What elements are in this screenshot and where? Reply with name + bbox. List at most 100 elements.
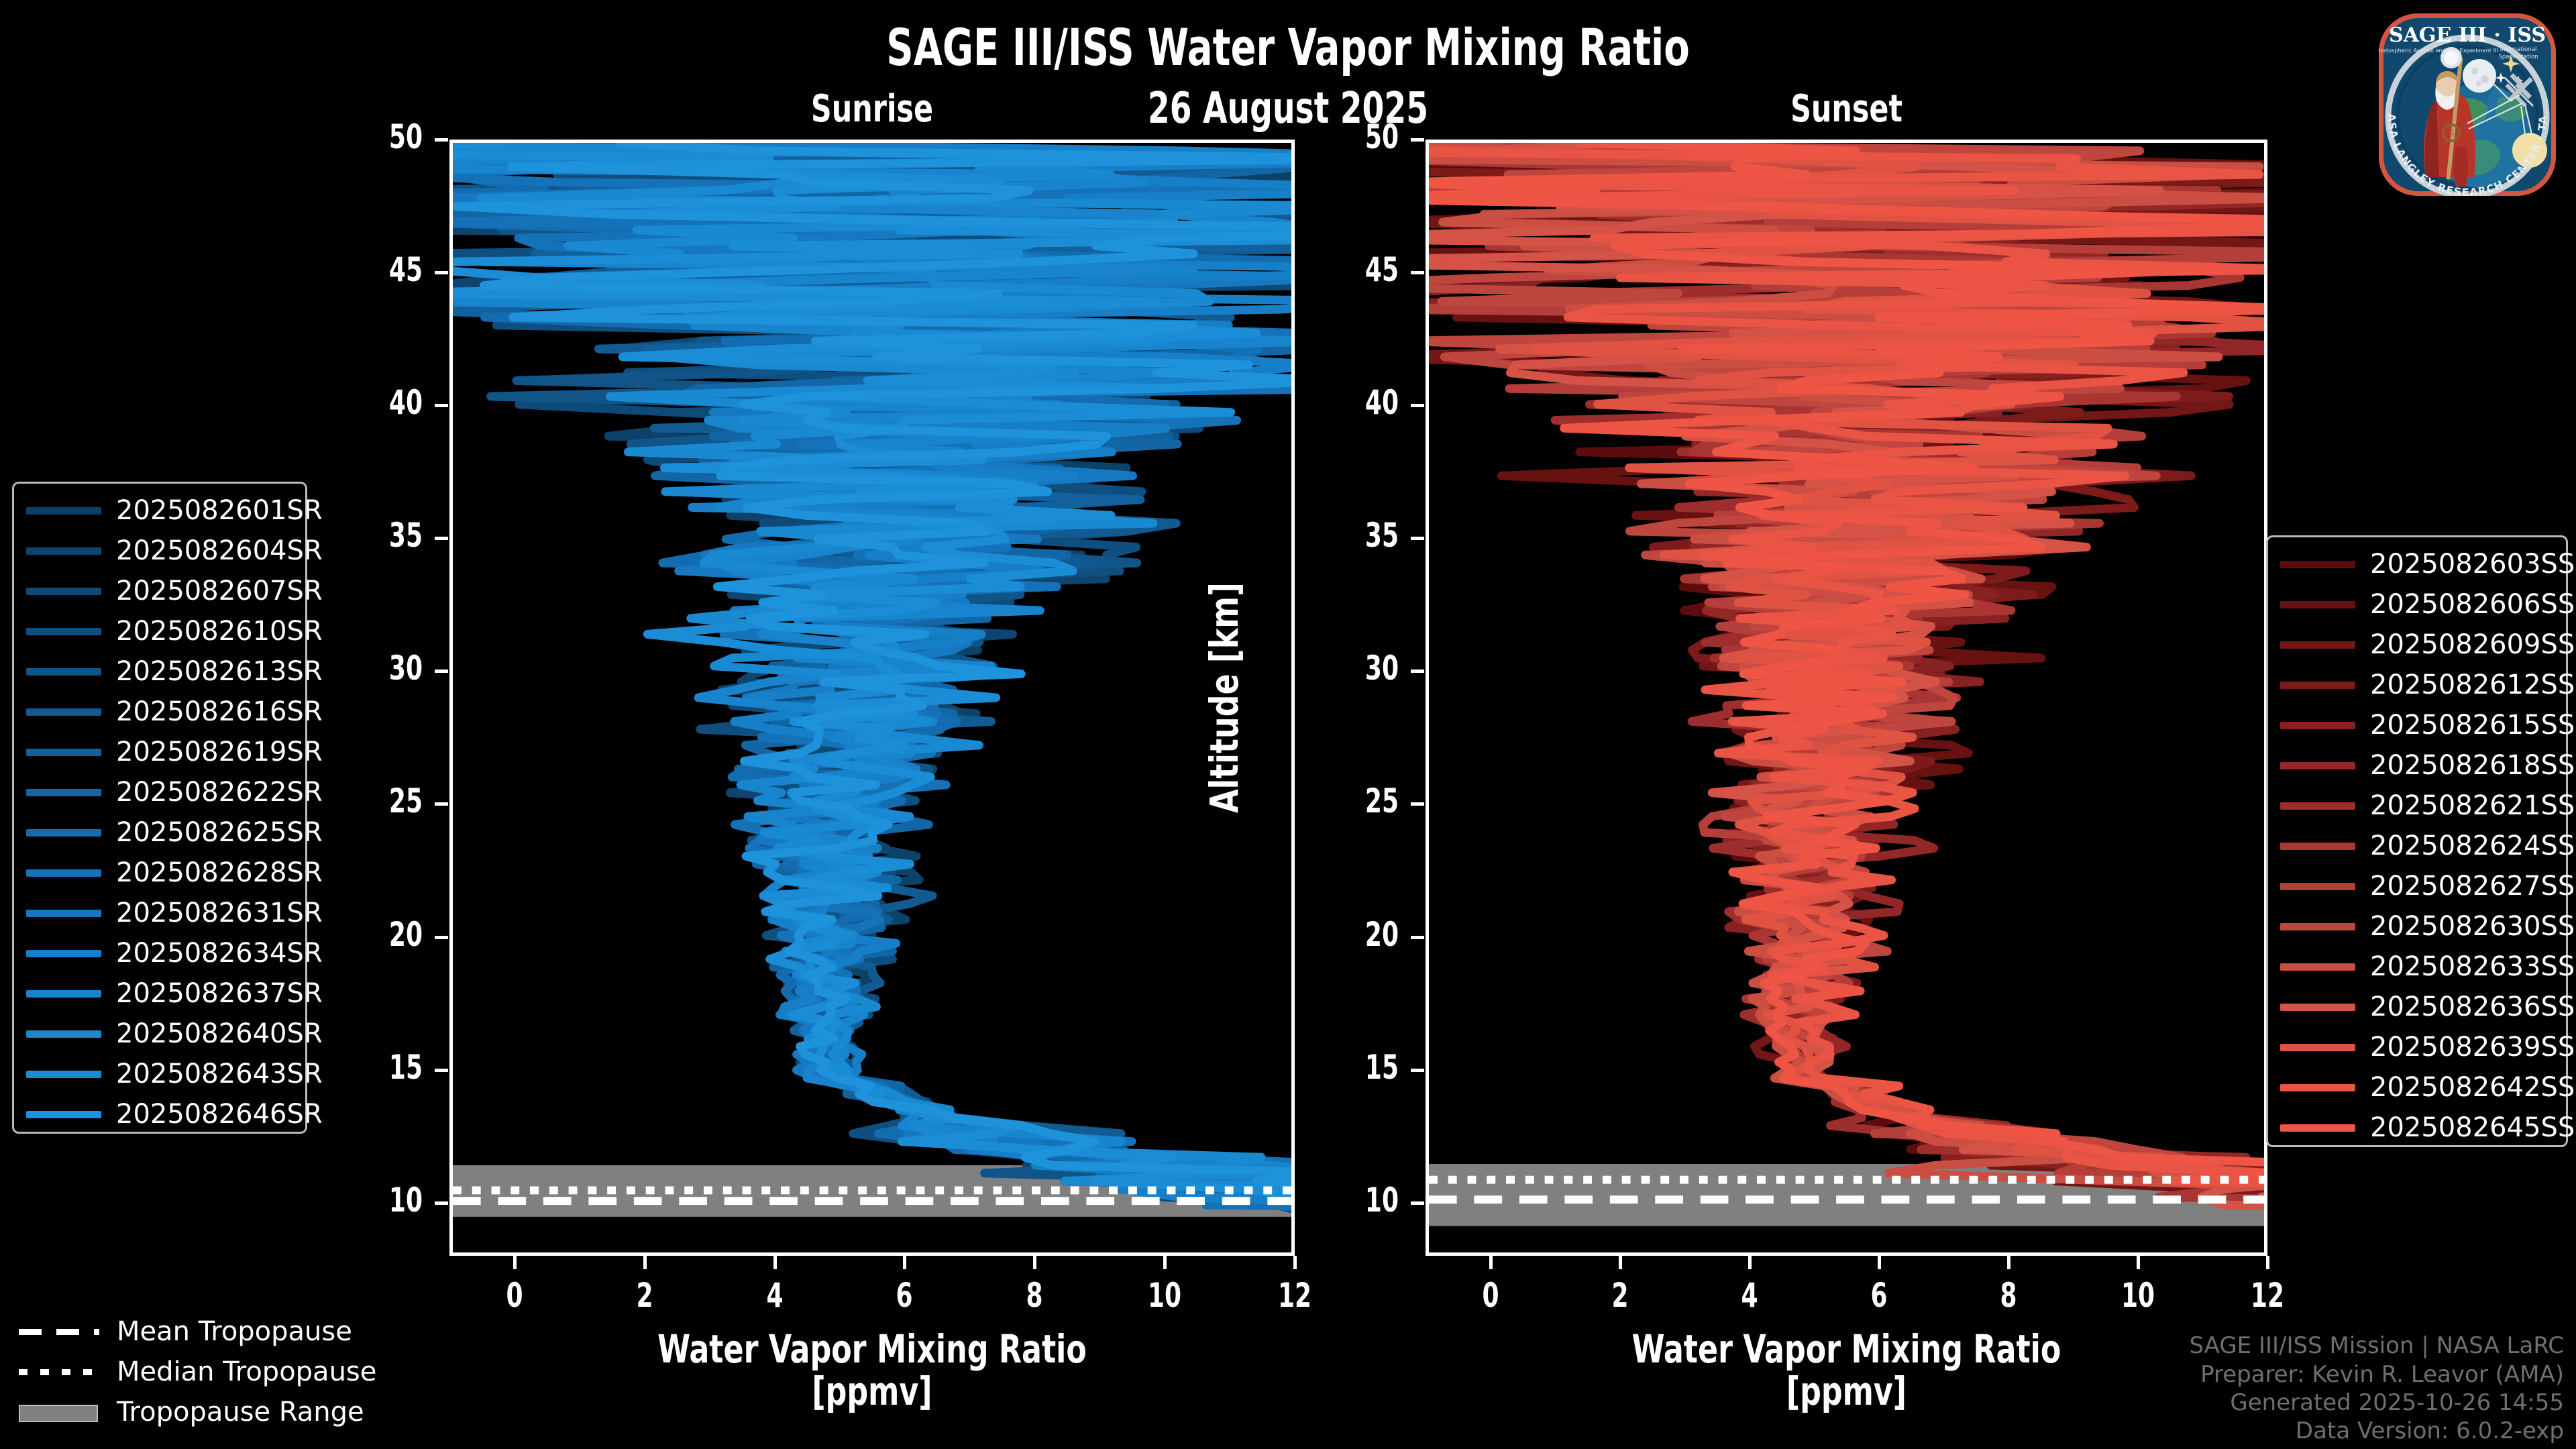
x-axis-tick-label: 0 <box>506 1276 523 1315</box>
legend-item[interactable]: 2025082628SR <box>14 853 323 893</box>
legend-item-label: 2025082621SS <box>2370 790 2575 821</box>
legend-item[interactable]: 2025082645SS <box>2268 1108 2575 1148</box>
legend-item-label: 2025082624SS <box>2370 830 2575 861</box>
legend-item[interactable]: 2025082613SR <box>14 651 323 692</box>
x-axis-tick-mark <box>1748 1256 1752 1269</box>
legend-item-label: 2025082630SS <box>2370 911 2575 942</box>
credits-line: Data Version: 6.0.2-exp <box>2295 1417 2564 1444</box>
legend-item-label: 2025082618SS <box>2370 750 2575 781</box>
legend-sunrise-events: 2025082601SR 2025082604SR 2025082607SR 2025… <box>12 482 323 1134</box>
legend-color-swatch <box>2280 1083 2355 1091</box>
svg-text:S: S <box>2449 129 2454 138</box>
legend-item-label: 2025082601SR <box>116 495 323 526</box>
y-axis-tick-label: 10 <box>388 1180 423 1220</box>
legend-item-label: 2025082612SS <box>2370 669 2575 700</box>
legend-item[interactable]: 2025082633SS <box>2268 947 2575 987</box>
legend-item-label: 2025082639SS <box>2370 1032 2575 1063</box>
legend-item[interactable]: 2025082630SS <box>2268 906 2575 947</box>
x-axis-tick-label: 6 <box>896 1276 913 1315</box>
tropopause-legend-label: Mean Tropopause <box>117 1316 352 1347</box>
legend-item[interactable]: 2025082612SS <box>2268 665 2575 705</box>
legend-color-swatch <box>26 1070 101 1078</box>
x-axis-label-line1: Water Vapor Mixing Ratio <box>657 1326 1087 1372</box>
legend-color-swatch <box>26 1030 101 1038</box>
tropopause-legend-key-filled-band <box>19 1403 99 1422</box>
legend-item[interactable]: 2025082639SS <box>2268 1027 2575 1067</box>
legend-item[interactable]: 2025082634SR <box>14 933 323 973</box>
plot-area-sunrise <box>449 140 1295 1256</box>
legend-item[interactable]: 2025082621SS <box>2268 786 2575 826</box>
legend-color-swatch <box>2280 1003 2355 1011</box>
legend-color-swatch <box>26 667 101 676</box>
x-axis-tick-label: 8 <box>1026 1276 1043 1315</box>
x-axis-tick-mark <box>643 1256 647 1269</box>
legend-item-label: 2025082633SS <box>2370 951 2575 982</box>
x-axis-tick-label: 12 <box>2250 1276 2285 1315</box>
profile-line <box>453 143 1291 1188</box>
legend-color-swatch <box>2280 1124 2355 1132</box>
legend-item[interactable]: 2025082636SS <box>2268 987 2575 1027</box>
legend-item-label: 2025082622SR <box>116 777 323 808</box>
y-axis-tick-mark <box>435 404 448 408</box>
x-axis-label-line2: [ppmv] <box>1786 1368 1907 1414</box>
legend-item[interactable]: 2025082618SS <box>2268 745 2575 786</box>
y-axis-tick-mark <box>435 1068 448 1072</box>
y-axis-tick-mark <box>435 802 448 806</box>
legend-item[interactable]: 2025082643SR <box>14 1054 323 1094</box>
x-axis-label-line1: Water Vapor Mixing Ratio <box>1631 1326 2061 1372</box>
x-axis-tick-label: 12 <box>1277 1276 1312 1315</box>
legend-item[interactable]: 2025082637SR <box>14 973 323 1014</box>
y-axis-tick-mark <box>435 537 448 541</box>
y-axis-tick-label: 15 <box>1364 1047 1399 1087</box>
legend-color-swatch <box>26 989 101 998</box>
svg-text:Space Station: Space Station <box>2498 54 2538 60</box>
x-axis-tick-mark <box>773 1256 777 1269</box>
legend-item[interactable]: 2025082601SR <box>14 490 323 531</box>
profile-line <box>453 150 1291 1187</box>
legend-item-label: 2025082610SR <box>116 616 323 647</box>
legend-item[interactable]: 2025082615SS <box>2268 705 2575 745</box>
legend-item-label: 2025082619SR <box>116 737 323 767</box>
y-axis-tick-mark <box>1411 935 1424 939</box>
legend-item-label: 2025082609SS <box>2370 629 2575 660</box>
y-axis-tick-label: 35 <box>388 516 423 555</box>
legend-item[interactable]: 2025082640SR <box>14 1014 323 1054</box>
legend-item-label: 2025082645SS <box>2370 1112 2575 1143</box>
legend-color-swatch <box>2280 882 2355 890</box>
x-axis-tick-label: 2 <box>636 1276 653 1315</box>
y-axis-tick-label: 45 <box>1364 250 1399 290</box>
legend-color-swatch <box>26 1110 101 1118</box>
x-axis-tick-mark <box>1877 1256 1881 1269</box>
tropopause-legend-item: Mean Tropopause <box>19 1311 376 1352</box>
y-axis-tick-label: 30 <box>1364 649 1399 688</box>
legend-item[interactable]: 2025082603SS <box>2268 544 2575 584</box>
y-axis-tick-label: 25 <box>388 782 423 821</box>
legend-item[interactable]: 2025082604SR <box>14 531 323 571</box>
legend-item[interactable]: 2025082625SR <box>14 812 323 853</box>
legend-color-swatch <box>26 828 101 837</box>
legend-item[interactable]: 2025082609SS <box>2268 625 2575 665</box>
logo-subtitle-left: Stratospheric Aerosol and Gas Experiment… <box>2375 47 2498 54</box>
tropopause-legend-label: Tropopause Range <box>117 1397 364 1428</box>
legend-item[interactable]: 2025082606SS <box>2268 584 2575 625</box>
legend-item[interactable]: 2025082616SR <box>14 692 323 732</box>
legend-item[interactable]: 2025082631SR <box>14 893 323 933</box>
legend-item[interactable]: 2025082624SS <box>2268 826 2575 866</box>
legend-item[interactable]: 2025082642SS <box>2268 1067 2575 1108</box>
legend-item[interactable]: 2025082627SS <box>2268 866 2575 906</box>
legend-sunset-events: 2025082603SS 2025082606SS 2025082609SS 2025… <box>2266 535 2575 1148</box>
y-axis-tick-label: 10 <box>1364 1180 1399 1220</box>
tropopause-legend-item: Median Tropopause <box>19 1352 376 1392</box>
y-axis-tick-mark <box>1411 1201 1424 1205</box>
legend-item-label: 2025082634SR <box>116 938 323 969</box>
legend-item[interactable]: 2025082610SR <box>14 611 323 651</box>
x-axis-tick-mark <box>2266 1256 2269 1269</box>
legend-item[interactable]: 2025082646SR <box>14 1094 323 1134</box>
legend-item-label: 2025082613SR <box>116 656 323 687</box>
legend-color-swatch <box>26 627 101 635</box>
legend-item[interactable]: 2025082619SR <box>14 732 323 772</box>
legend-item[interactable]: 2025082607SR <box>14 571 323 611</box>
panel-title-sunset: Sunset <box>1790 87 1902 131</box>
legend-item[interactable]: 2025082622SR <box>14 772 323 812</box>
legend-color-swatch <box>2280 560 2355 568</box>
